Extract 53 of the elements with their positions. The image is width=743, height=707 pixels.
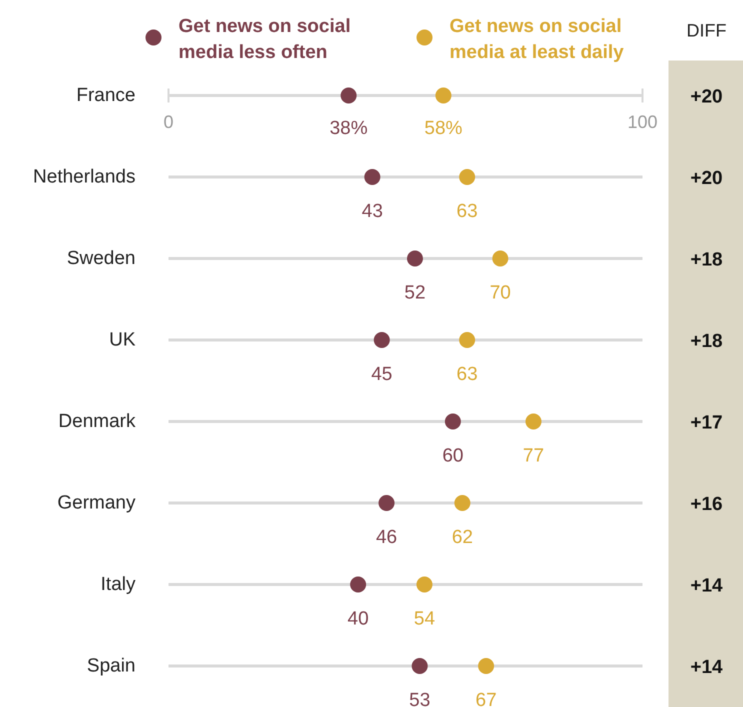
text: +17 <box>690 412 723 434</box>
point <box>340 88 357 104</box>
text: +14 <box>690 657 724 678</box>
text: +18 <box>690 331 723 352</box>
point <box>492 250 508 266</box>
y-tick-label: Germany <box>57 492 136 514</box>
y-tick-label: Italy <box>100 574 136 595</box>
text: +18 <box>690 250 723 270</box>
point <box>364 169 380 185</box>
point <box>525 414 542 430</box>
point <box>378 495 395 511</box>
text: +20 <box>690 86 723 108</box>
data-label: 40 <box>348 608 369 630</box>
data-label: 45 <box>371 364 392 385</box>
data-label: 60 <box>442 446 464 466</box>
x-tick-label: 0 <box>163 112 174 132</box>
point <box>478 658 494 674</box>
data-label: 63 <box>456 201 478 222</box>
data-label: 38% <box>330 118 368 139</box>
legend-label: Get news on social media less often <box>178 16 351 63</box>
text: DIFF <box>686 20 727 40</box>
y-tick-label: Spain <box>86 656 136 676</box>
data-label: 70 <box>490 282 511 304</box>
data-label: 43 <box>362 201 383 222</box>
point <box>454 495 470 511</box>
data-label: 53 <box>409 690 430 707</box>
y-tick-label: Denmark <box>58 411 136 432</box>
text: +16 <box>690 494 723 515</box>
data-label: 62 <box>452 527 473 548</box>
data-label: 54 <box>414 608 436 630</box>
data-label: 77 <box>522 446 544 466</box>
data-label: 52 <box>404 282 426 304</box>
data-label: 63 <box>456 364 478 385</box>
point <box>459 332 476 348</box>
text: +14 <box>690 576 724 596</box>
point <box>350 576 366 592</box>
legend-label: Get news on social media at least daily <box>450 16 624 63</box>
y-tick-label: UK <box>109 330 136 350</box>
data-label: 58% <box>424 118 463 139</box>
point <box>459 169 476 185</box>
y-tick-label: Netherlands <box>33 166 136 188</box>
point <box>444 414 461 430</box>
point <box>435 88 452 104</box>
point <box>416 576 432 592</box>
point <box>412 658 428 674</box>
point <box>406 250 423 266</box>
y-tick-label: Sweden <box>66 248 136 269</box>
y-tick-label: France <box>76 85 136 106</box>
text: +20 <box>690 168 723 189</box>
data-label: 67 <box>476 690 497 707</box>
x-tick-label: 100 <box>627 112 658 132</box>
point <box>374 332 390 348</box>
data-label: 46 <box>376 527 398 548</box>
